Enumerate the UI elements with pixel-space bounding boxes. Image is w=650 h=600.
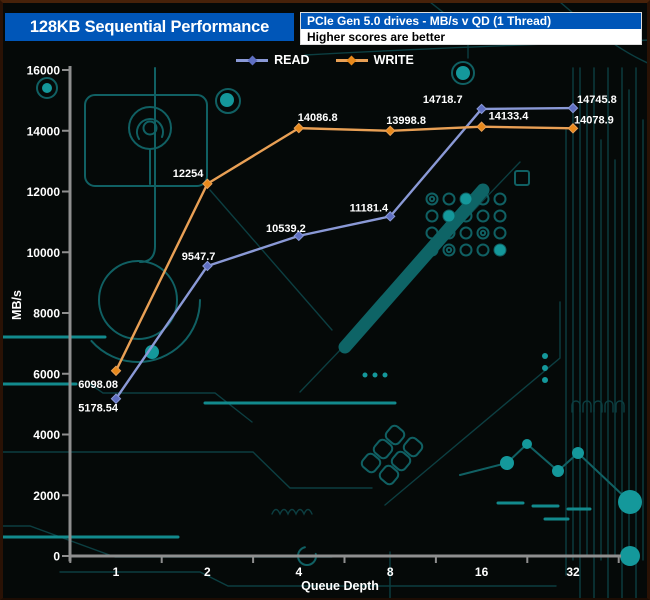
svg-text:14078.9: 14078.9	[574, 114, 614, 126]
svg-text:MB/s: MB/s	[10, 290, 24, 320]
legend-label-write: WRITE	[373, 53, 414, 67]
chart-header-box: PCIe Gen 5.0 drives - MB/s v QD (1 Threa…	[300, 12, 642, 45]
svg-text:13998.8: 13998.8	[386, 115, 426, 127]
svg-text:2: 2	[204, 565, 211, 579]
svg-text:8: 8	[387, 565, 394, 579]
svg-text:0: 0	[53, 550, 60, 564]
svg-text:14718.7: 14718.7	[423, 94, 463, 106]
svg-text:32: 32	[566, 565, 580, 579]
svg-text:6000: 6000	[33, 367, 60, 381]
chart-note: Higher scores are better	[301, 29, 641, 44]
svg-text:1: 1	[113, 565, 120, 579]
legend-item-write: WRITE	[335, 53, 414, 67]
legend: READ WRITE	[3, 53, 647, 67]
svg-text:14745.8: 14745.8	[577, 94, 617, 106]
svg-text:12000: 12000	[27, 185, 61, 199]
svg-text:10000: 10000	[27, 246, 61, 260]
svg-text:16: 16	[475, 565, 489, 579]
svg-text:11181.4: 11181.4	[350, 202, 389, 214]
svg-text:10539.2: 10539.2	[266, 223, 306, 235]
svg-text:4000: 4000	[33, 428, 60, 442]
svg-text:16000: 16000	[27, 64, 61, 78]
chart-subtitle: PCIe Gen 5.0 drives - MB/s v QD (1 Threa…	[301, 13, 641, 29]
svg-text:9547.7: 9547.7	[182, 251, 216, 263]
svg-text:6098.08: 6098.08	[78, 379, 118, 391]
svg-text:4: 4	[295, 565, 302, 579]
read-series-marker-icon	[236, 55, 269, 66]
legend-item-read: READ	[236, 53, 310, 67]
svg-text:14000: 14000	[27, 124, 61, 138]
svg-text:14133.4: 14133.4	[489, 111, 530, 123]
svg-text:14086.8: 14086.8	[298, 112, 338, 124]
svg-text:12254: 12254	[173, 168, 204, 180]
chart-title: 128KB Sequential Performance	[5, 13, 294, 41]
svg-text:5178.54: 5178.54	[78, 403, 119, 415]
svg-text:Queue Depth: Queue Depth	[301, 579, 379, 593]
svg-text:8000: 8000	[33, 307, 60, 321]
write-series-marker-icon	[335, 55, 368, 66]
legend-label-read: READ	[274, 53, 310, 67]
svg-text:2000: 2000	[33, 489, 60, 503]
